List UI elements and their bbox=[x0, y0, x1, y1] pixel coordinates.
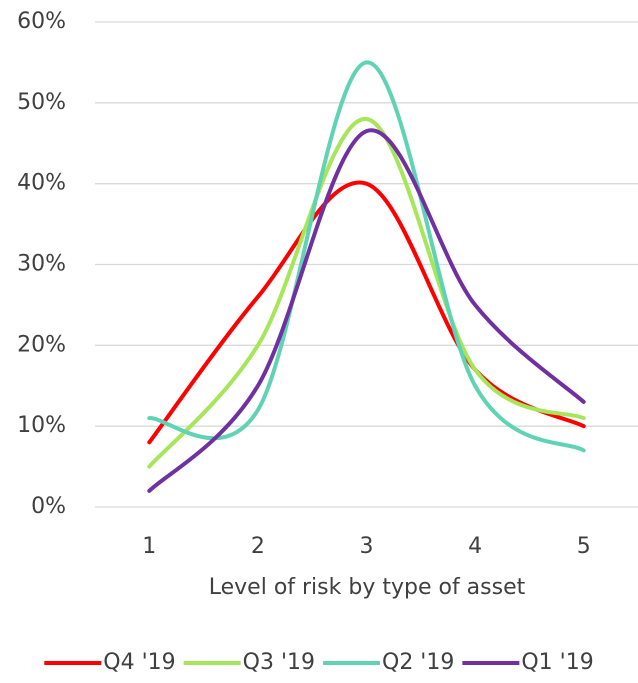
legend-label: Q4 '19 bbox=[103, 650, 175, 675]
y-tick-label: 60% bbox=[17, 9, 66, 34]
x-tick-label: 5 bbox=[577, 534, 591, 559]
x-tick-label: 2 bbox=[251, 534, 265, 559]
legend-label: Q1 '19 bbox=[521, 650, 593, 675]
y-tick-label: 50% bbox=[17, 90, 66, 115]
y-tick-label: 20% bbox=[17, 332, 66, 357]
x-tick-label: 3 bbox=[360, 534, 374, 559]
legend-label: Q2 '19 bbox=[382, 650, 454, 675]
x-axis-label: Level of risk by type of asset bbox=[209, 575, 526, 600]
series-line bbox=[147, 116, 586, 469]
y-tick-label: 30% bbox=[17, 252, 66, 277]
legend-label: Q3 '19 bbox=[243, 650, 315, 675]
x-tick-label: 1 bbox=[142, 534, 156, 559]
series-line bbox=[147, 180, 586, 445]
series-line bbox=[147, 128, 586, 493]
y-tick-label: 40% bbox=[17, 171, 66, 196]
y-tick-label: 0% bbox=[31, 494, 66, 519]
y-tick-label: 10% bbox=[17, 413, 66, 438]
x-tick-label: 4 bbox=[468, 534, 482, 559]
series-line bbox=[147, 60, 586, 453]
